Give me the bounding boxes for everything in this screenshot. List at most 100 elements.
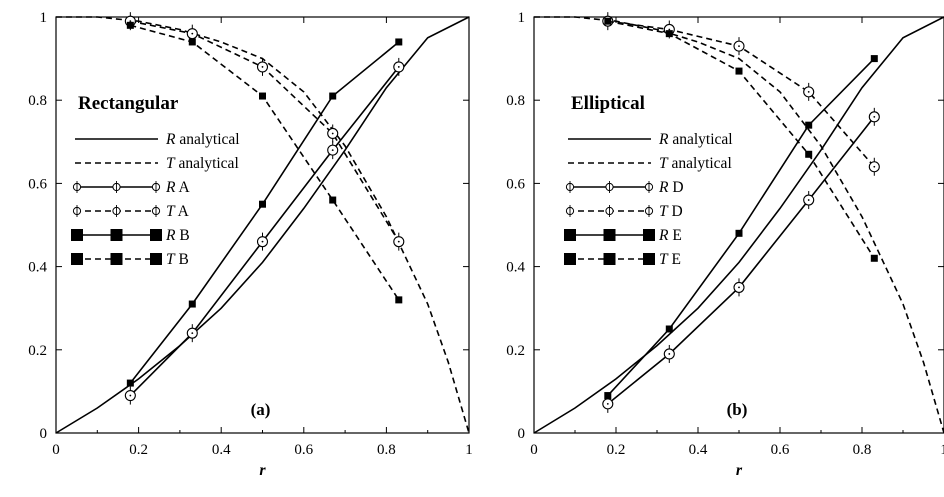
data-point — [604, 392, 612, 400]
data-point — [329, 196, 337, 204]
data-point-center — [331, 132, 334, 135]
legend-label: R B — [165, 227, 190, 244]
legend-symbol: T — [166, 155, 176, 172]
legend-text: B — [175, 251, 189, 268]
legend-text: A — [175, 203, 190, 220]
legend-marker — [564, 229, 576, 241]
legend-text: A — [175, 179, 190, 196]
data-point-center — [668, 353, 671, 355]
series-line-0 — [56, 16, 470, 434]
legend-label: T analytical — [166, 155, 239, 172]
data-point-center — [331, 149, 334, 152]
y-tick-label: 0.6 — [506, 176, 525, 192]
series-group — [56, 12, 470, 434]
x-tick-label: 0.6 — [771, 442, 790, 458]
data-point — [805, 121, 813, 129]
legend-symbol: T — [166, 203, 176, 220]
legend-marker — [150, 229, 162, 241]
data-point-center — [129, 394, 132, 397]
data-point-center — [191, 332, 194, 335]
data-point — [395, 38, 403, 46]
data-point — [395, 296, 403, 304]
legend-marker — [71, 253, 83, 265]
x-tick-label: 0.8 — [853, 442, 872, 458]
panel-a: 0 0.2 0.4 0.6 0.8 1 0 0.2 0.4 0.6 0.8 1 r Rectangular… — [28, 10, 473, 479]
legend-symbol: R — [658, 179, 669, 196]
data-point-center — [606, 402, 609, 405]
data-point-center — [738, 286, 740, 289]
legend-text: analytical — [175, 155, 239, 172]
x-tick-label: 0 — [52, 442, 60, 458]
legend-marker — [643, 253, 655, 265]
legend-marker — [150, 253, 162, 265]
x-tick-label: 0.6 — [294, 442, 313, 458]
legend-marker — [603, 229, 616, 241]
x-axis-label: r — [259, 462, 266, 479]
legend-marker — [110, 229, 123, 241]
y-tick-label: 0.2 — [506, 343, 525, 359]
series-group — [534, 12, 944, 434]
legend-marker — [564, 253, 576, 265]
data-point — [735, 229, 743, 237]
y-tick-label: 0.4 — [506, 260, 525, 276]
x-tick-label: 0.8 — [377, 442, 396, 458]
legend-label: T E — [659, 251, 681, 268]
series-line-4 — [607, 58, 875, 397]
data-point — [126, 379, 134, 387]
x-tick-label: 0.2 — [129, 442, 148, 458]
y-tick-label: 0 — [40, 426, 48, 442]
data-point — [665, 30, 673, 38]
legend-text: D — [668, 203, 683, 220]
data-point-center — [261, 66, 264, 68]
legend-symbol: R — [658, 227, 669, 244]
legend-label: R E — [658, 227, 682, 244]
data-point — [604, 17, 612, 25]
y-tick-label: 0.2 — [28, 343, 47, 359]
legend-marker — [603, 253, 616, 265]
legend-label: R analytical — [658, 131, 733, 148]
data-point — [259, 200, 266, 208]
y-tick-label: 0.8 — [506, 93, 525, 109]
data-point-center — [129, 20, 132, 23]
y-tick-label: 0.4 — [28, 260, 47, 276]
legend-label: T A — [166, 203, 190, 220]
legend-text: analytical — [668, 155, 732, 172]
data-point-center — [873, 115, 876, 118]
data-point — [870, 55, 878, 63]
panel-b: 0 0.2 0.4 0.6 0.8 1 0 0.2 0.4 0.6 0.8 1 r Elliptical R… — [506, 10, 944, 479]
data-point-center — [873, 165, 876, 168]
legend-text: E — [668, 227, 681, 244]
data-point-center — [397, 66, 400, 68]
legend-marker — [110, 253, 123, 265]
series-line-1 — [534, 16, 944, 434]
y-tick-label: 1 — [518, 10, 526, 26]
legend-symbol: R — [165, 227, 176, 244]
legend-label: R D — [658, 179, 684, 196]
legend-symbol: R — [165, 131, 176, 148]
legend-symbol: T — [659, 155, 669, 172]
x-axis-label: r — [736, 462, 743, 479]
data-point — [870, 254, 878, 262]
legend-label: T B — [166, 251, 189, 268]
data-point-center — [261, 240, 264, 243]
series-line-0 — [534, 16, 944, 434]
chart-title: Elliptical — [571, 93, 645, 114]
data-point-center — [397, 240, 400, 243]
data-point-center — [668, 28, 671, 31]
legend-label: T D — [659, 203, 683, 220]
x-tick-label: 0.4 — [689, 442, 708, 458]
data-point-center — [191, 32, 194, 35]
legend-label: R A — [165, 179, 190, 196]
plot-frame — [533, 16, 944, 434]
series-line-1 — [56, 16, 470, 434]
legend-label: T analytical — [659, 155, 732, 172]
chart-title: Rectangular — [78, 93, 179, 114]
legend-symbol: R — [165, 179, 176, 196]
plot-frame — [55, 16, 470, 434]
legend-text: analytical — [175, 131, 239, 148]
legend-symbol: T — [166, 251, 176, 268]
data-point — [665, 325, 673, 333]
